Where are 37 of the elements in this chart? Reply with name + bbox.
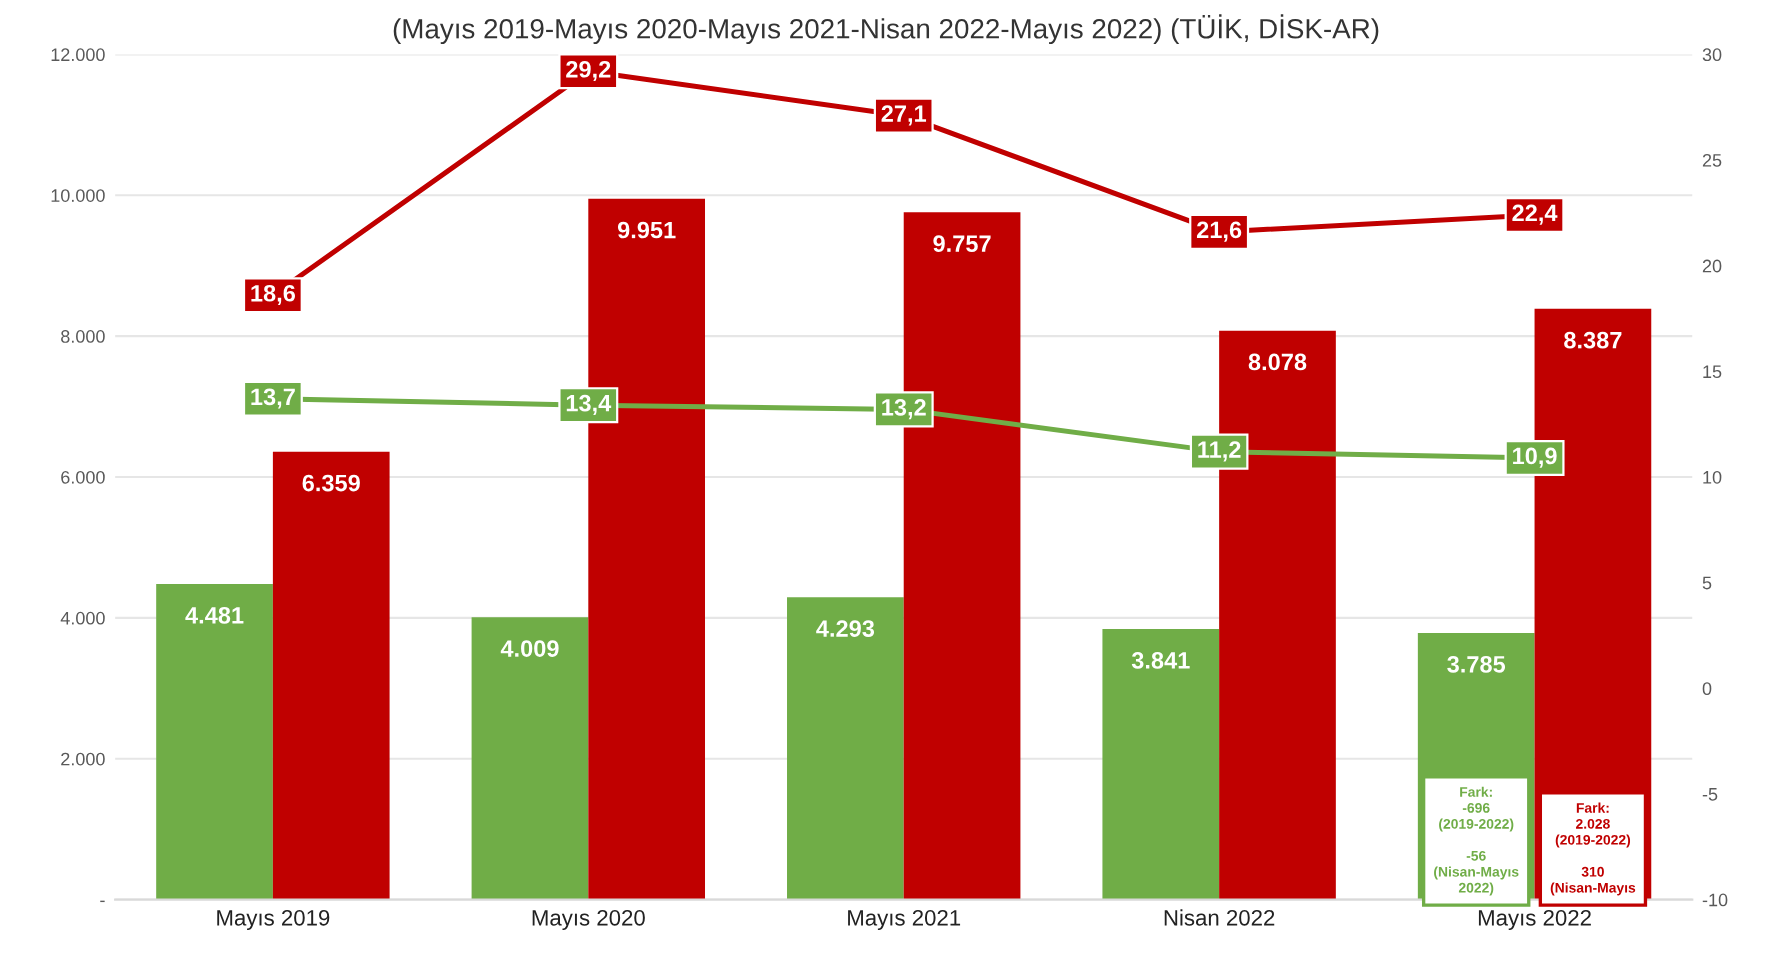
data-label: 8.078	[1248, 353, 1307, 371]
bar	[787, 597, 904, 900]
data-label: 9.951	[617, 221, 676, 239]
data-label: 4.293	[816, 620, 875, 637]
y-tick-label: 8.000	[61, 330, 105, 343]
y2-tick-label: 15	[1703, 365, 1722, 379]
bar	[272, 451, 390, 900]
y2-tick-label: 20	[1702, 259, 1722, 273]
data-label: 6.359	[302, 474, 360, 492]
x-tick-label: Mayıs 2019	[217, 909, 330, 931]
y2-tick-label: -10	[1702, 893, 1728, 907]
bar	[156, 583, 273, 900]
x-tick-label: Mayıs 2022	[1478, 909, 1591, 931]
y2-tick-label: 0	[1702, 682, 1712, 696]
bar	[1102, 629, 1220, 900]
data-label: 9.757	[933, 235, 991, 253]
bar	[471, 617, 589, 900]
data-label: 4.009	[500, 640, 559, 657]
data-label: 8.387	[1564, 331, 1622, 349]
y-tick-label: 2.000	[61, 752, 105, 766]
y-tick-label: 6.000	[61, 470, 105, 484]
chart-title: (Mayıs 2019-Mayıs 2020-Mayıs 2021-Nisan 2022-Mayıs 2022) (TÜİK, DİSK-AR)	[393, 14, 1379, 45]
y-tick-label: -	[100, 900, 105, 903]
x-tick-label: Mayıs 2020	[532, 909, 645, 931]
x-tick-label: Mayıs 2021	[848, 909, 961, 931]
data-label: 3.841	[1131, 652, 1190, 669]
y2-tick-label: 10	[1703, 470, 1722, 484]
y-tick-label: 10.000	[51, 189, 105, 202]
y-tick-label: 4.000	[60, 611, 105, 625]
x-tick-label: Nisan 2022	[1164, 909, 1275, 926]
data-label: 3.785	[1447, 655, 1506, 673]
y-tick-label: 12.000	[51, 48, 105, 62]
data-label: 4.481	[185, 606, 244, 624]
y2-tick-label: -5	[1702, 788, 1718, 801]
y2-tick-label: 30	[1702, 48, 1722, 62]
y2-tick-label: 5	[1702, 576, 1712, 590]
y2-tick-label: 25	[1702, 153, 1722, 167]
